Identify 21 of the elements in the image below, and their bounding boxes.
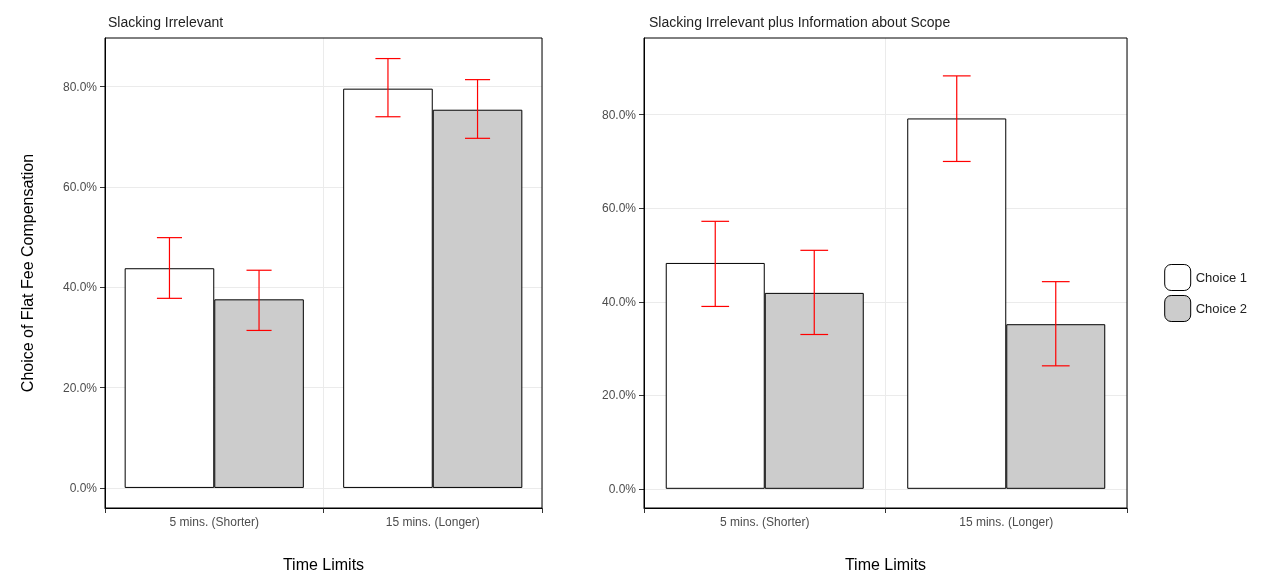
y-tick-label: 60.0% bbox=[62, 179, 98, 194]
y-tick-label: 20.0% bbox=[601, 388, 637, 403]
y-axis-title: Choice of Flat Fee Compensation bbox=[18, 153, 36, 393]
x-tick-label: 15 mins. (Longer) bbox=[959, 515, 1054, 529]
legend-label: Choice 2 bbox=[1195, 301, 1247, 316]
y-tick-label: 80.0% bbox=[62, 79, 98, 94]
y-tick-label: 0.0% bbox=[608, 481, 637, 496]
x-axis-title: Time Limits bbox=[844, 555, 927, 573]
chart-title: Slacking Irrelevant plus Information about Scope bbox=[649, 14, 951, 30]
x-tick-label: 5 mins. (Shorter) bbox=[169, 515, 259, 529]
chart-title: Slacking Irrelevant bbox=[108, 14, 224, 30]
y-tick-label: 20.0% bbox=[62, 380, 98, 395]
y-tick-label: 0.0% bbox=[69, 480, 98, 495]
legend-label: Choice 1 bbox=[1195, 270, 1247, 285]
x-tick-label: 15 mins. (Longer) bbox=[385, 515, 480, 529]
x-tick-label: 5 mins. (Shorter) bbox=[720, 515, 810, 529]
x-axis-title: Time Limits bbox=[282, 555, 365, 573]
y-tick-label: 40.0% bbox=[62, 280, 98, 295]
y-tick-label: 40.0% bbox=[601, 294, 637, 309]
y-tick-label: 80.0% bbox=[601, 107, 637, 122]
y-tick-label: 60.0% bbox=[601, 201, 637, 216]
